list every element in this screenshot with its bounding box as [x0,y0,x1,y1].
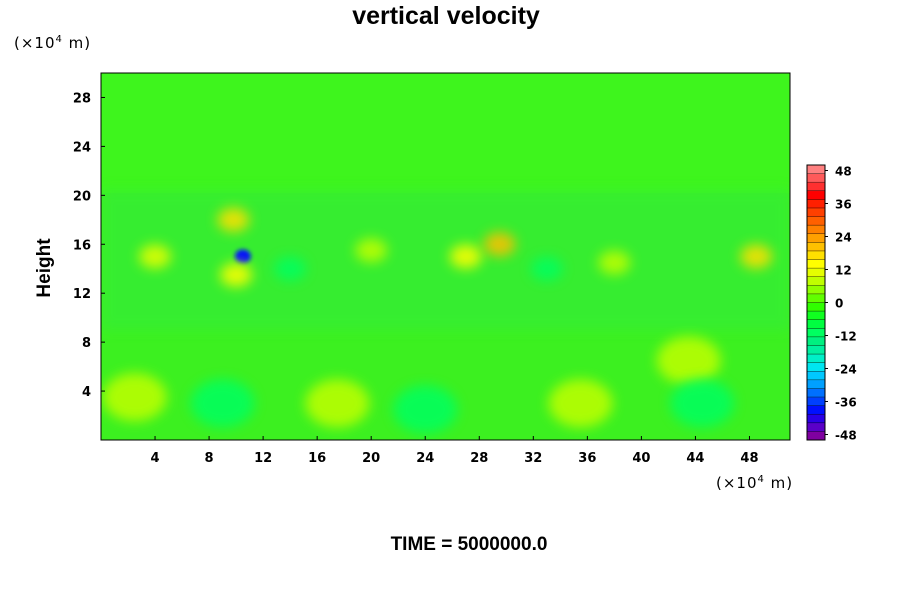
field-feature [220,262,253,287]
time-label: TIME = 5000000.0 [391,534,548,555]
colorbar-tick-label: 0 [835,297,843,311]
colorbar-swatch [807,328,825,338]
x-tick-label: 20 [362,451,380,466]
colorbar-swatch [807,207,825,217]
colorbar-tick-label: -48 [835,429,857,443]
colorbar-tick-label: -24 [835,363,857,377]
colorbar-swatch [807,414,825,424]
colorbar-swatch [807,225,825,235]
colorbar-tick-label: -12 [835,330,857,344]
chart-title: vertical velocity [352,2,540,30]
field-feature [483,232,516,257]
field-feature [393,385,458,434]
y-axis-ticks: 4 8 12 16 20 24 28 [73,91,105,400]
y-tick-label: 28 [73,91,91,106]
colorbar-tick-label: 24 [835,231,852,245]
y-tick-label: 20 [73,189,91,204]
y-axis-label: Height [34,238,55,298]
field-feature [670,379,735,428]
colorbar-swatch [807,182,825,192]
field-feature [740,244,773,269]
colorbar-swatch [807,311,825,320]
colorbar-swatch [807,397,825,406]
colorbar [806,164,826,441]
field-feature [598,250,631,275]
x-axis-ticks: 4 8 12 16 20 24 28 32 36 40 44 48 [151,436,759,466]
colorbar-swatch [807,345,825,355]
plot-area [101,73,790,440]
x-tick-label: 40 [632,451,650,466]
colorbar-swatch [807,190,825,200]
upper-calm-layer [101,73,790,193]
field-feature [355,238,388,263]
field-feature [305,379,370,428]
field-feature [656,336,721,385]
colorbar-swatch [807,362,825,372]
y-tick-label: 12 [73,287,91,302]
turbulent-layer [101,190,790,330]
x-tick-label: 24 [416,451,434,466]
y-tick-label: 4 [82,385,91,400]
colorbar-tick-label: 36 [835,198,852,212]
colorbar-swatch [807,259,825,269]
colorbar-swatch [807,422,825,432]
field-feature [274,256,307,281]
colorbar-swatch [807,233,825,243]
colorbar-swatch [807,268,825,278]
colorbar-swatch [807,250,825,260]
y-tick-label: 16 [73,238,91,253]
colorbar-swatch [807,379,825,389]
x-tick-label: 32 [524,451,542,466]
colorbar-swatch [807,319,825,329]
field-feature [449,244,482,269]
y-tick-label: 8 [82,336,91,351]
colorbar-tick-label: 12 [835,264,852,278]
x-tick-label: 4 [151,451,160,466]
field-feature [102,373,167,422]
field-feature [139,244,172,269]
colorbar-swatch [807,302,825,312]
x-tick-label: 36 [578,451,596,466]
colorbar-swatch [807,242,825,252]
colorbar-swatch [807,285,825,295]
colorbar-swatch [807,293,825,303]
colorbar-swatch [807,276,825,286]
field-feature [548,379,613,428]
x-tick-label: 16 [308,451,326,466]
colorbar-swatch [807,173,825,183]
field-feature [530,256,563,281]
colorbar-swatch [807,431,825,441]
x-axis-unit: (×104 m) [716,474,793,492]
colorbar-swatch [807,405,825,415]
colorbar-swatch [807,388,825,398]
plot-frame [100,72,791,441]
colorbar-swatch [807,216,825,226]
x-tick-label: 8 [205,451,214,466]
x-tick-label: 28 [470,451,488,466]
colorbar-tick-label: 48 [835,165,852,179]
colorbar-swatch [807,371,825,381]
field-feature [234,249,251,264]
colorbar-swatch [807,199,825,209]
features-layer [102,207,773,434]
colorbar-swatch [807,165,825,174]
colorbar-swatch [807,336,825,346]
colorbar-swatch [807,354,825,363]
y-axis-unit: (×104 m) [14,34,91,52]
colorbar-ticks: 48 36 24 12 0 -12 -24 -36 -48 [825,165,857,443]
x-tick-label: 44 [686,451,704,466]
x-tick-label: 12 [254,451,272,466]
x-tick-label: 48 [740,451,758,466]
field-feature [190,379,255,428]
y-tick-label: 24 [73,140,91,155]
field-feature [217,207,250,232]
colorbar-tick-label: -36 [835,396,857,410]
